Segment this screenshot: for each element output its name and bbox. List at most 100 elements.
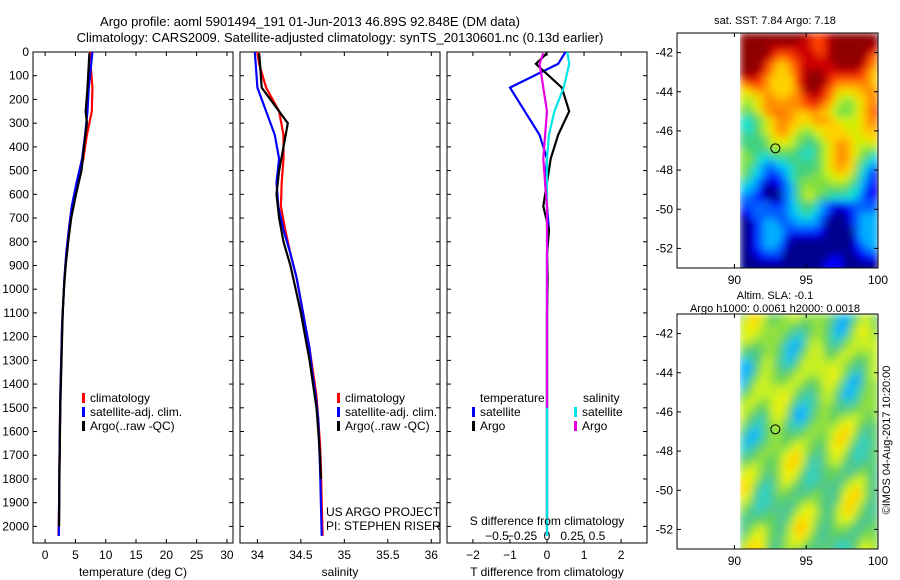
- map-y-tick-label: -44: [656, 85, 674, 99]
- x-tick-label: 34.5: [289, 548, 313, 562]
- map-x-tick-label: 90: [728, 554, 742, 568]
- sla-map-title-line1: Altim. SLA: -0.1: [737, 290, 813, 302]
- x2-tick-label: 0.25: [560, 529, 584, 543]
- y-tick-label: 0: [22, 45, 29, 59]
- x-tick-label: 20: [160, 548, 174, 562]
- legend-entry: Argo(..raw -QC): [345, 419, 430, 433]
- difference-panel: −2 −1 0 1 2 −0.5−0.25 0 0.25 0.5 T difference fr…: [446, 51, 648, 579]
- legend-swatch: [82, 407, 85, 417]
- y-tick-label: 400: [9, 140, 29, 154]
- sst-map-ticks: -42 -44 -46 -48 -50 -52 90 95 100: [656, 33, 888, 287]
- x-tick-label: 15: [129, 548, 143, 562]
- difference-xlabel2: S difference from climatology: [470, 514, 625, 528]
- x-tick-label: −1: [503, 548, 517, 562]
- legend-swatch: [337, 407, 340, 417]
- x2-tick-label: 0.5: [589, 529, 606, 543]
- x2-tick-label: −0.25: [507, 529, 538, 543]
- x-tick-label: 30: [220, 548, 234, 562]
- legend-entry: climatology: [90, 391, 150, 405]
- temperature-axes-frame: [32, 51, 234, 544]
- y-tick-label: 600: [9, 187, 29, 201]
- map-x-tick-label: 95: [800, 554, 814, 568]
- legend-entry: satellite: [582, 405, 623, 419]
- map-y-tick-label: -42: [656, 46, 674, 60]
- temperature-x-ticks: 0 5 10 15 20 25 30: [42, 52, 234, 562]
- y-tick-label: 900: [9, 258, 29, 272]
- series-line-argo-raw-qc-: [58, 53, 91, 527]
- legend-entry: satellite-adj. clim.: [90, 405, 182, 419]
- legend-entry: satellite: [480, 405, 521, 419]
- legend-entry: satellite-adj. clim.: [345, 405, 437, 419]
- y-tick-label: 200: [9, 92, 29, 106]
- difference-series: [508, 52, 571, 536]
- x-tick-label: 35: [338, 548, 352, 562]
- y-tick-label: 500: [9, 164, 29, 178]
- x-tick-label: 0: [544, 548, 551, 562]
- legend-swatch: [82, 393, 85, 403]
- map-y-tick-label: -44: [656, 366, 674, 380]
- map-y-tick-label: -48: [656, 163, 674, 177]
- salinity-xlabel: salinity: [322, 565, 359, 579]
- x-tick-label: 36: [425, 548, 439, 562]
- series-line-argo-raw-qc-: [258, 53, 322, 480]
- y-tick-label: 1800: [2, 472, 29, 486]
- legend-swatch: [472, 407, 475, 417]
- legend-swatch: [574, 407, 577, 417]
- map-y-tick-label: -48: [656, 444, 674, 458]
- legend-header-salinity: salinity: [583, 391, 620, 405]
- y-tick-label: 800: [9, 235, 29, 249]
- map-x-tick-label: 100: [868, 554, 888, 568]
- sla-map-title-line2: Argo h1000: 0.0061 h2000: 0.0018: [690, 303, 860, 315]
- sla-heatmap: [740, 314, 878, 549]
- legend-swatch: [472, 421, 475, 431]
- figure-title-line1: Argo profile: aoml 5901494_191 01-Jun-20…: [100, 14, 520, 29]
- map-y-tick-label: -50: [656, 483, 674, 497]
- x-tick-label: 35.5: [376, 548, 400, 562]
- map-x-tick-label: 100: [868, 273, 888, 287]
- y-tick-label: 1300: [2, 353, 29, 367]
- salinity-series: [253, 52, 324, 536]
- imos-timestamp: ©IMOS 04-Aug-2017 10:20:00: [881, 366, 893, 515]
- sst-float-marker: [770, 143, 781, 154]
- sst-map-title: sat. SST: 7.84 Argo: 7.18: [714, 15, 836, 27]
- figure-title-line2: Climatology: CARS2009. Satellite-adjuste…: [77, 30, 604, 45]
- map-y-tick-label: -42: [656, 327, 674, 341]
- salinity-y-ticks: [240, 51, 440, 527]
- legend-entry: Argo: [582, 419, 608, 433]
- map-y-tick-label: -52: [656, 241, 674, 255]
- legend-header-temperature: temperature: [480, 391, 545, 405]
- temperature-panel: 0100200300400500600700800900100011001200…: [2, 45, 234, 579]
- difference-y-ticks: [447, 51, 647, 527]
- legend-swatch: [337, 421, 340, 431]
- temperature-y-ticks: 0 100 200 300 400 500 600 700 800 900 1000 1100 1200…: [2, 45, 233, 533]
- map-x-tick-label: 90: [728, 273, 742, 287]
- map-y-tick-label: -46: [656, 124, 674, 138]
- x-tick-label: 25: [190, 548, 204, 562]
- legend-entry: Argo: [480, 419, 506, 433]
- temperature-xlabel: temperature (deg C): [79, 565, 187, 579]
- x-tick-label: 2: [618, 548, 625, 562]
- x-tick-label: 34: [251, 548, 265, 562]
- x-tick-label: 5: [72, 548, 79, 562]
- difference-legend: temperature salinitysatelliteArgosatellit…: [472, 391, 623, 433]
- map-y-tick-label: -46: [656, 405, 674, 419]
- temperature-series: [57, 52, 94, 536]
- legend-swatch: [574, 421, 577, 431]
- difference-xlabel: T difference from climatology: [470, 565, 624, 579]
- sla-map-panel: Altim. SLA: -0.1 Argo h1000: 0.0061 h200…: [656, 290, 889, 568]
- x-tick-label: −2: [466, 548, 480, 562]
- x-tick-label: 10: [99, 548, 113, 562]
- map-y-tick-label: -50: [656, 202, 674, 216]
- y-tick-label: 1200: [2, 330, 29, 344]
- map-x-tick-label: 95: [800, 273, 814, 287]
- y-tick-label: 1000: [2, 282, 29, 296]
- y-tick-label: 1700: [2, 448, 29, 462]
- x-tick-label: 1: [581, 548, 588, 562]
- y-tick-label: 1900: [2, 496, 29, 510]
- sla-float-marker: [770, 424, 781, 435]
- y-tick-label: 1500: [2, 401, 29, 415]
- pi-credit: PI: STEPHEN RISER: [326, 519, 441, 533]
